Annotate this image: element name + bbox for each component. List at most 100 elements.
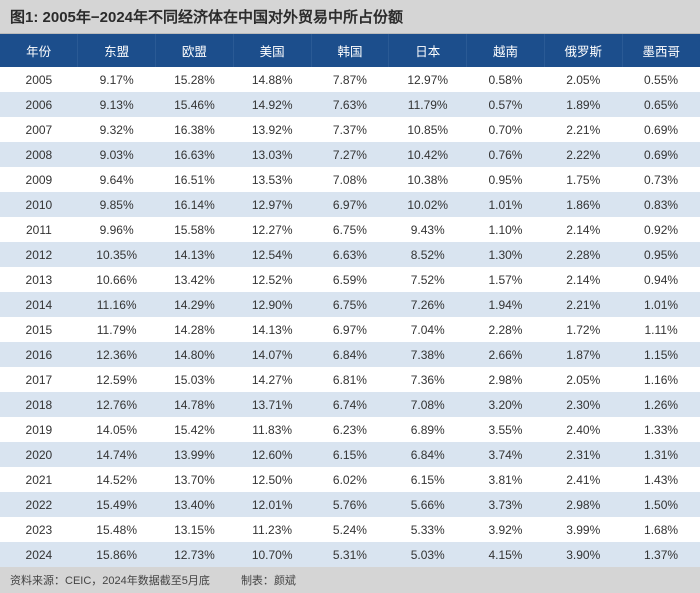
value-cell: 13.99% [156,442,234,467]
value-cell: 14.52% [78,467,156,492]
year-cell: 2007 [0,117,78,142]
value-cell: 5.66% [389,492,467,517]
value-cell: 2.30% [544,392,622,417]
trade-share-table: 年份东盟欧盟美国韩国日本越南俄罗斯墨西哥 20059.17%15.28%14.8… [0,34,700,567]
value-cell: 11.16% [78,292,156,317]
value-cell: 3.90% [544,542,622,567]
value-cell: 1.50% [622,492,700,517]
year-cell: 2020 [0,442,78,467]
value-cell: 1.15% [622,342,700,367]
year-cell: 2006 [0,92,78,117]
value-cell: 13.53% [233,167,311,192]
table-row: 201612.36%14.80%14.07%6.84%7.38%2.66%1.8… [0,342,700,367]
value-cell: 1.87% [544,342,622,367]
value-cell: 13.92% [233,117,311,142]
value-cell: 12.60% [233,442,311,467]
value-cell: 12.52% [233,267,311,292]
value-cell: 3.55% [467,417,545,442]
year-cell: 2023 [0,517,78,542]
table-row: 202014.74%13.99%12.60%6.15%6.84%3.74%2.3… [0,442,700,467]
value-cell: 15.49% [78,492,156,517]
col-header: 东盟 [78,34,156,67]
value-cell: 12.36% [78,342,156,367]
year-cell: 2011 [0,217,78,242]
value-cell: 16.51% [156,167,234,192]
value-cell: 2.98% [467,367,545,392]
table-header: 年份东盟欧盟美国韩国日本越南俄罗斯墨西哥 [0,34,700,67]
table-row: 20069.13%15.46%14.92%7.63%11.79%0.57%1.8… [0,92,700,117]
value-cell: 10.02% [389,192,467,217]
value-cell: 0.55% [622,67,700,92]
value-cell: 2.31% [544,442,622,467]
value-cell: 9.17% [78,67,156,92]
value-cell: 0.70% [467,117,545,142]
col-header: 欧盟 [156,34,234,67]
value-cell: 0.65% [622,92,700,117]
value-cell: 4.15% [467,542,545,567]
value-cell: 5.03% [389,542,467,567]
value-cell: 2.28% [467,317,545,342]
value-cell: 14.13% [156,242,234,267]
value-cell: 14.28% [156,317,234,342]
value-cell: 14.13% [233,317,311,342]
value-cell: 6.81% [311,367,389,392]
value-cell: 6.89% [389,417,467,442]
value-cell: 0.57% [467,92,545,117]
value-cell: 3.92% [467,517,545,542]
col-header: 美国 [233,34,311,67]
value-cell: 1.01% [467,192,545,217]
value-cell: 10.70% [233,542,311,567]
value-cell: 16.38% [156,117,234,142]
value-cell: 6.59% [311,267,389,292]
value-cell: 14.07% [233,342,311,367]
value-cell: 7.37% [311,117,389,142]
value-cell: 1.30% [467,242,545,267]
year-cell: 2008 [0,142,78,167]
value-cell: 1.37% [622,542,700,567]
value-cell: 0.69% [622,117,700,142]
table-row: 20099.64%16.51%13.53%7.08%10.38%0.95%1.7… [0,167,700,192]
table-row: 201511.79%14.28%14.13%6.97%7.04%2.28%1.7… [0,317,700,342]
value-cell: 6.63% [311,242,389,267]
value-cell: 12.50% [233,467,311,492]
value-cell: 2.28% [544,242,622,267]
year-cell: 2010 [0,192,78,217]
value-cell: 14.78% [156,392,234,417]
table-row: 201210.35%14.13%12.54%6.63%8.52%1.30%2.2… [0,242,700,267]
value-cell: 1.10% [467,217,545,242]
value-cell: 14.27% [233,367,311,392]
value-cell: 10.66% [78,267,156,292]
value-cell: 11.23% [233,517,311,542]
value-cell: 0.94% [622,267,700,292]
author-line: 制表：颜斌 [241,572,296,588]
table-row: 20089.03%16.63%13.03%7.27%10.42%0.76%2.2… [0,142,700,167]
value-cell: 6.75% [311,292,389,317]
value-cell: 2.14% [544,267,622,292]
year-cell: 2018 [0,392,78,417]
value-cell: 10.85% [389,117,467,142]
col-header: 俄罗斯 [544,34,622,67]
value-cell: 2.40% [544,417,622,442]
value-cell: 1.31% [622,442,700,467]
value-cell: 11.79% [389,92,467,117]
value-cell: 6.74% [311,392,389,417]
table-row: 202114.52%13.70%12.50%6.02%6.15%3.81%2.4… [0,467,700,492]
value-cell: 16.14% [156,192,234,217]
value-cell: 13.70% [156,467,234,492]
table-row: 20059.17%15.28%14.88%7.87%12.97%0.58%2.0… [0,67,700,92]
year-cell: 2024 [0,542,78,567]
value-cell: 13.03% [233,142,311,167]
value-cell: 0.76% [467,142,545,167]
col-header: 墨西哥 [622,34,700,67]
table-row: 202415.86%12.73%10.70%5.31%5.03%4.15%3.9… [0,542,700,567]
value-cell: 12.97% [233,192,311,217]
value-cell: 12.59% [78,367,156,392]
value-cell: 7.04% [389,317,467,342]
value-cell: 0.73% [622,167,700,192]
value-cell: 8.52% [389,242,467,267]
value-cell: 2.05% [544,67,622,92]
year-cell: 2019 [0,417,78,442]
value-cell: 15.03% [156,367,234,392]
source-label: 资料来源： [10,575,65,587]
value-cell: 6.15% [389,467,467,492]
